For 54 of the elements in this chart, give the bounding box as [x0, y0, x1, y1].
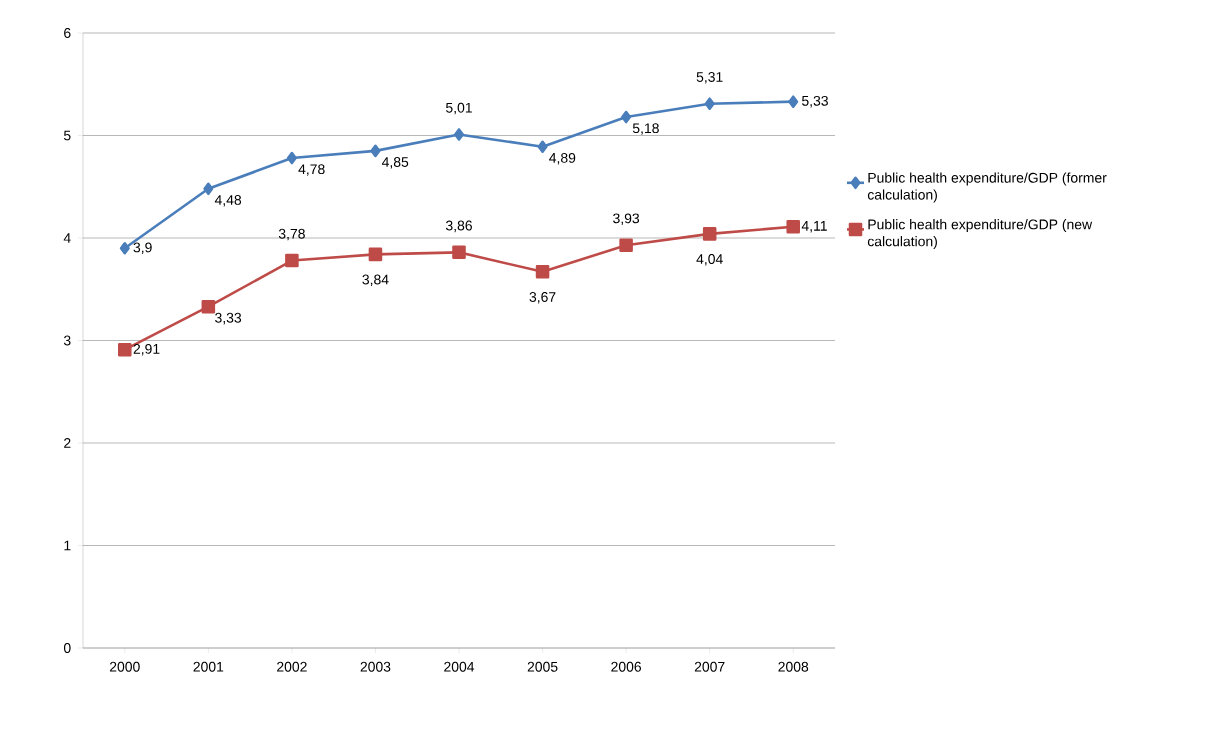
- x-tick-label: 2008: [778, 661, 809, 672]
- y-tick-label: 4: [63, 233, 71, 243]
- point: [119, 241, 130, 255]
- data-label: 3,9: [133, 242, 152, 254]
- legend-label: Public health expenditure/GDP (new calculation): [867, 219, 1093, 250]
- x-tick-label: 2004: [444, 661, 475, 672]
- data-label: 4,85: [381, 157, 409, 169]
- data-label: 2,91: [133, 343, 160, 356]
- data-label: 3,84: [362, 274, 389, 287]
- point: [201, 299, 216, 314]
- y-tick-label: 5: [63, 130, 71, 141]
- point: [452, 245, 466, 260]
- data-label: 3,78: [278, 228, 305, 241]
- data-label: 5,18: [632, 123, 659, 135]
- data-label: 3,93: [613, 213, 640, 225]
- x-tick-label: 2005: [527, 661, 558, 672]
- point: [286, 151, 297, 165]
- data-label: 4,78: [298, 164, 325, 176]
- point: [702, 227, 717, 241]
- data-label: 5,31: [696, 71, 723, 84]
- point: [370, 144, 381, 158]
- point: [537, 140, 548, 154]
- y-tick-label: 0: [63, 643, 71, 653]
- point: [786, 219, 801, 234]
- point: [203, 182, 214, 196]
- point: [621, 110, 632, 124]
- legend-label: Public health expenditure/GDP (former calculation): [867, 172, 1107, 203]
- point: [619, 238, 633, 252]
- y-tick-label: 1: [64, 540, 71, 551]
- data-label: 3,86: [445, 220, 472, 233]
- data-label: 4,11: [801, 221, 827, 233]
- data-label: 5,33: [801, 95, 828, 108]
- point: [285, 253, 299, 268]
- data-label: 5,01: [445, 102, 472, 115]
- y-tick-label: 6: [64, 28, 71, 38]
- point: [788, 95, 799, 108]
- x-tick-label: 2006: [611, 661, 642, 672]
- y-tick-label: 3: [63, 335, 71, 346]
- x-tick-label: 2003: [360, 661, 391, 672]
- point: [368, 247, 383, 262]
- data-label: 3,33: [215, 312, 242, 325]
- point: [453, 128, 465, 141]
- x-tick-label: 2000: [109, 661, 140, 672]
- point: [118, 342, 132, 357]
- point: [704, 97, 715, 110]
- data-label: 3,67: [529, 292, 556, 304]
- x-tick-label: 2007: [694, 661, 725, 672]
- data-label: 4,48: [214, 194, 242, 207]
- point: [535, 265, 550, 279]
- x-tick-label: 2001: [193, 661, 224, 672]
- data-label: 4,89: [549, 152, 576, 165]
- data-label: 4,04: [696, 254, 723, 266]
- y-tick-label: 2: [64, 438, 71, 448]
- x-tick-label: 2002: [277, 661, 307, 672]
